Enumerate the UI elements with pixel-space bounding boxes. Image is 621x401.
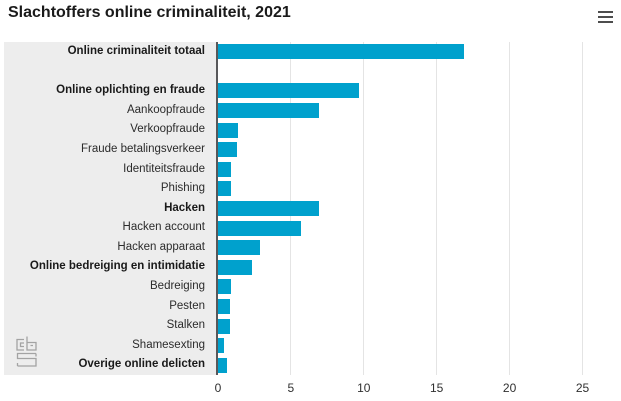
bar-fraude-betalingsverkeer[interactable] bbox=[218, 142, 237, 158]
bar-stalken[interactable] bbox=[218, 318, 230, 334]
bar-aankoopfraude[interactable] bbox=[218, 103, 319, 119]
cbs-logo bbox=[16, 336, 37, 367]
gridline bbox=[582, 42, 583, 375]
category-label: Hacken account bbox=[122, 221, 205, 234]
bar-pesten[interactable] bbox=[218, 298, 230, 314]
x-tick-label: 20 bbox=[502, 381, 517, 395]
x-tick-label: 0 bbox=[214, 381, 222, 395]
x-tick-label: 25 bbox=[575, 381, 590, 395]
bar-online-criminaliteit-totaal[interactable] bbox=[218, 44, 465, 60]
category-label: Aankoopfraude bbox=[126, 103, 205, 116]
bar-online-oplichting-en-fraude[interactable] bbox=[218, 83, 360, 99]
x-tick-label: 10 bbox=[357, 381, 371, 395]
y-axis-line bbox=[216, 42, 218, 375]
category-label: Phishing bbox=[160, 182, 205, 195]
category-label: Fraude betalingsverkeer bbox=[80, 142, 205, 155]
category-label: Pesten bbox=[169, 299, 205, 312]
bar-hacken-apparaat[interactable] bbox=[218, 240, 261, 256]
x-tick-label: 5 bbox=[287, 381, 295, 395]
plot-area bbox=[218, 42, 621, 375]
gridline bbox=[509, 42, 511, 375]
chart-title: Slachtoffers online criminaliteit, 2021 bbox=[8, 4, 291, 21]
bar-shamesexting[interactable] bbox=[218, 338, 224, 354]
category-label: Shamesexting bbox=[132, 338, 205, 351]
bar-verkoopfraude[interactable] bbox=[218, 122, 239, 138]
category-label: Online criminaliteit totaal bbox=[67, 45, 205, 57]
bar-hacken-account[interactable] bbox=[218, 220, 302, 236]
bar-identiteitsfraude[interactable] bbox=[218, 161, 232, 177]
category-label: Hacken apparaat bbox=[117, 240, 205, 253]
hamburger-menu-icon[interactable] bbox=[598, 9, 614, 25]
category-label: Identiteitsfraude bbox=[123, 162, 205, 175]
x-tick-label: 15 bbox=[430, 381, 444, 395]
gridline bbox=[436, 42, 438, 375]
category-label: Stalken bbox=[166, 319, 205, 332]
gridline bbox=[363, 42, 365, 375]
category-label: Overige online delicten bbox=[78, 358, 205, 371]
category-label: Online bedreiging en intimidatie bbox=[29, 260, 205, 273]
bar-bedreiging[interactable] bbox=[218, 279, 232, 295]
bar-phishing[interactable] bbox=[218, 181, 232, 197]
category-label: Online oplichting en fraude bbox=[56, 84, 205, 97]
category-label: Verkoopfraude bbox=[130, 123, 205, 136]
category-label: Hacken bbox=[164, 201, 205, 214]
x-axis-ticks: 0 5 10 15 20 25 bbox=[214, 381, 621, 397]
category-label-panel: Online criminaliteit totaal Online oplich… bbox=[4, 42, 216, 375]
category-label: Bedreiging bbox=[150, 280, 205, 293]
bar-overige-online-delicten[interactable] bbox=[218, 357, 227, 373]
bar-hacken[interactable] bbox=[218, 200, 319, 216]
bar-online-bedreiging-en-intimidatie[interactable] bbox=[218, 259, 252, 275]
